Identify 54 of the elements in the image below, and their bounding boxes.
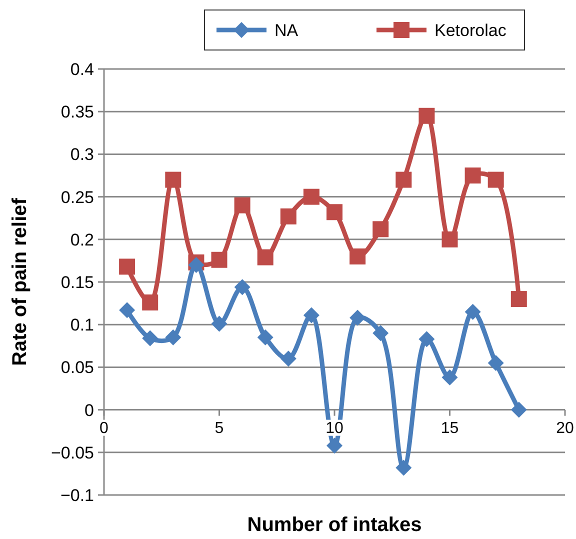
point	[442, 369, 458, 386]
y-axis-title: Rate of pain relief	[9, 198, 31, 366]
point	[165, 329, 182, 346]
y-tick-label: 0.1	[70, 316, 94, 335]
point	[350, 248, 366, 264]
x-tick-label: 5	[214, 420, 224, 437]
point	[234, 279, 250, 296]
point	[119, 258, 136, 275]
point	[350, 310, 366, 326]
legend-label: NA	[274, 21, 299, 40]
y-tick-label: 0.35	[60, 102, 94, 122]
y-tick-label: 0.3	[70, 145, 94, 164]
point	[211, 316, 228, 332]
y-tick-label: 0	[84, 400, 94, 420]
point	[488, 172, 504, 188]
x-tick-label: 20	[556, 420, 574, 437]
y-tick-label: −0.1	[60, 486, 94, 505]
y-tick-label: −0.05	[50, 443, 94, 462]
point	[510, 291, 527, 308]
point	[396, 172, 412, 188]
point	[303, 188, 320, 205]
x-axis-title: Number of intakes	[247, 514, 422, 536]
point	[257, 249, 274, 266]
point	[165, 172, 182, 188]
point	[418, 108, 435, 124]
point	[280, 208, 296, 224]
point	[396, 460, 412, 476]
x-tick-label: 10	[326, 420, 344, 437]
legend-label: Ketorolac	[434, 21, 507, 40]
point	[464, 304, 481, 320]
point	[488, 354, 504, 371]
point	[142, 294, 158, 310]
point	[280, 350, 296, 367]
point	[510, 402, 527, 418]
point	[257, 329, 274, 346]
point	[372, 325, 389, 342]
point	[464, 168, 481, 184]
x-tick-label: 0	[100, 420, 109, 437]
point	[418, 331, 435, 348]
y-tick-label: 0.2	[70, 230, 94, 250]
y-tick-label: 0.4	[70, 60, 94, 79]
point	[372, 221, 389, 238]
point	[326, 438, 342, 454]
point	[303, 307, 320, 324]
y-tick-label: 0.15	[60, 273, 94, 292]
x-tick-label: 15	[440, 420, 459, 437]
point	[234, 197, 250, 214]
y-tick-label: 0.05	[60, 358, 94, 378]
point	[326, 204, 342, 220]
point	[211, 252, 228, 268]
point	[142, 330, 158, 346]
point	[119, 302, 136, 318]
y-tick-label: 0.25	[60, 188, 94, 207]
point	[442, 231, 458, 248]
